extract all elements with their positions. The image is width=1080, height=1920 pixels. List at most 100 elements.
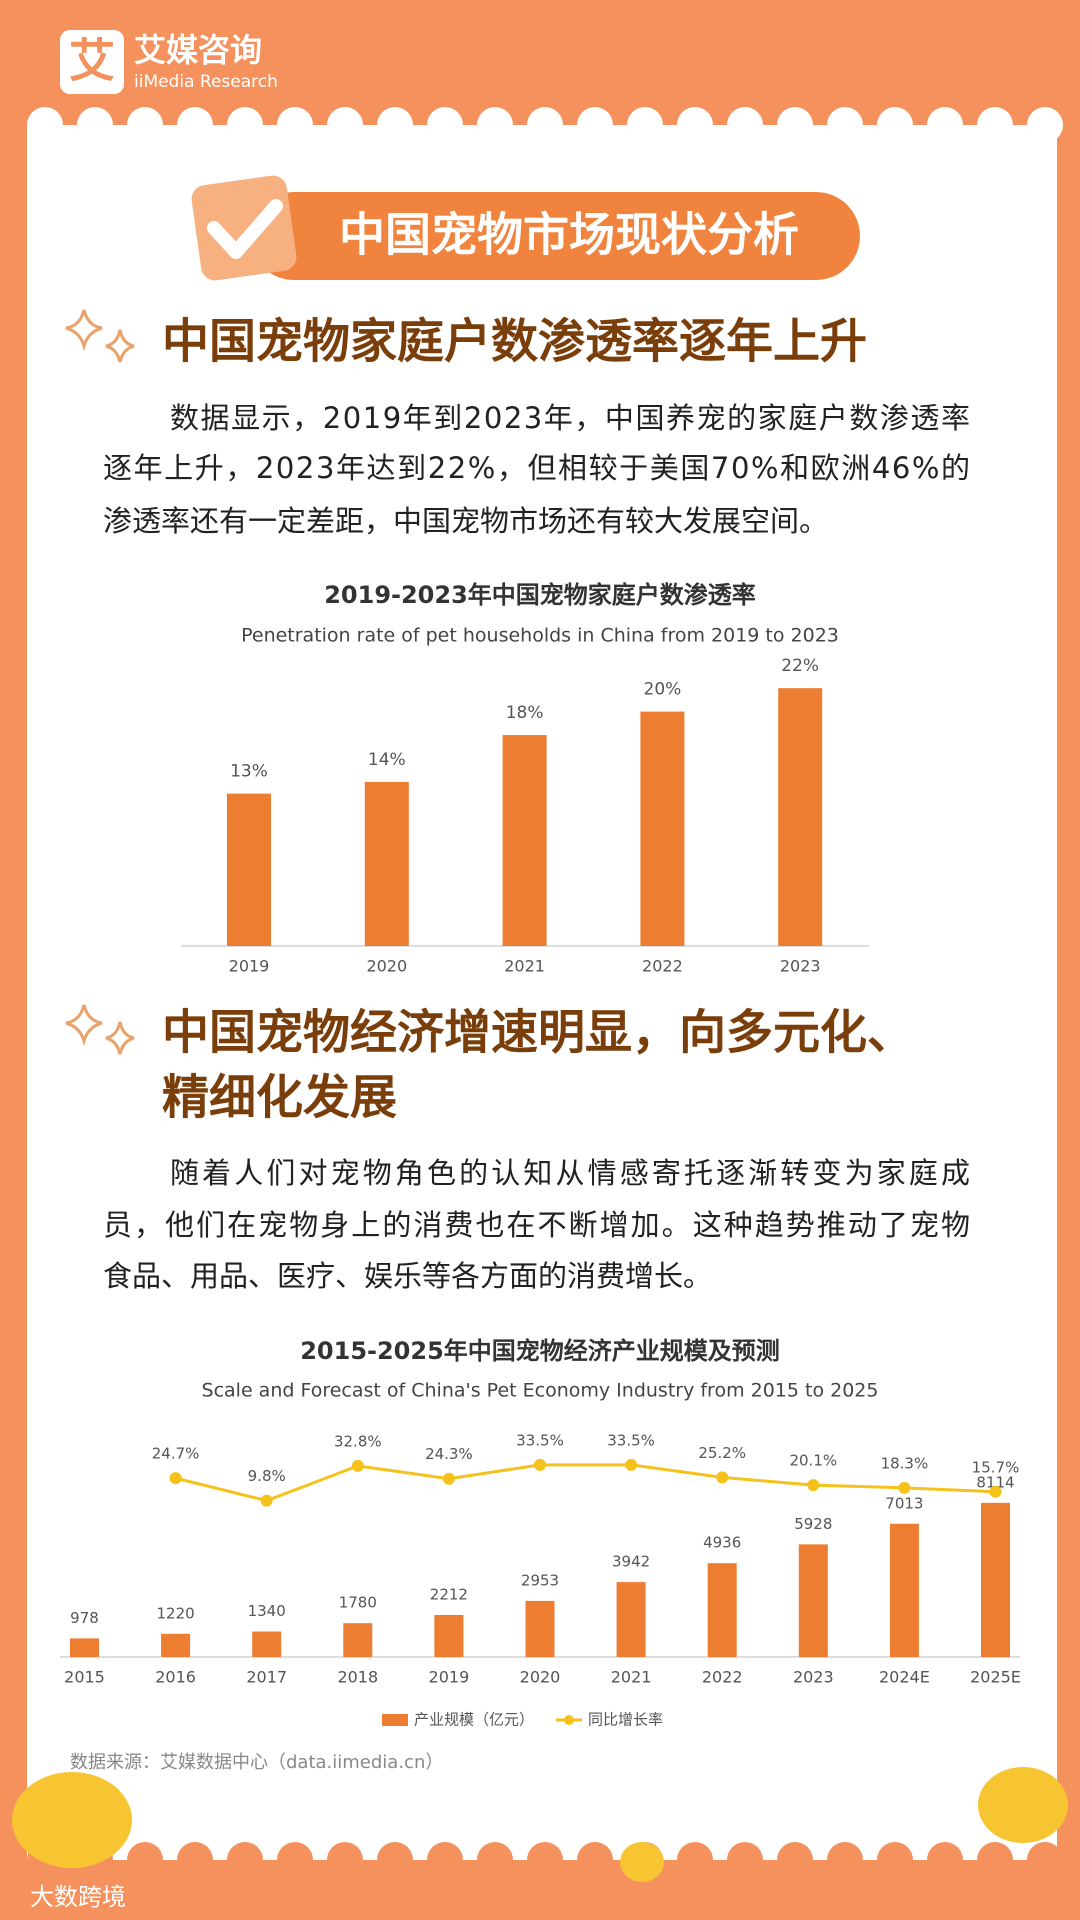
scallop [627,107,663,143]
x-tick-label: 2019 [229,957,270,976]
logo-box [60,30,124,94]
card [27,125,1057,1860]
growth-point [625,1458,638,1471]
value-label: 1780 [339,1594,377,1612]
coin [978,1767,1068,1843]
brand-name: 艾媒咨询 [134,31,262,69]
chart-subtitle: Penetration rate of pet households in Ch… [241,625,839,647]
check-box [191,175,297,281]
bar [434,1614,464,1657]
scallop [377,1842,413,1878]
paragraph-line: 渗透率还有一定差距，中国宠物市场还有较大发展空间。 [103,504,828,538]
paragraph-line: 逐年上升，2023年达到22%，但相较于美国70%和欧洲46%的 [103,451,970,485]
growth-point [169,1472,182,1485]
value-label: 9.8% [248,1467,286,1485]
check-icon [207,199,283,259]
scallop [327,107,363,143]
scallop [727,1842,763,1878]
scallop [127,107,163,143]
scallop [27,107,63,143]
x-tick-label: 2016 [155,1668,196,1687]
value-label: 33.5% [516,1431,564,1449]
scallop [177,1842,213,1878]
scallop [277,1842,313,1878]
bar [981,1502,1010,1657]
logo-mark: 艾 [69,34,115,88]
x-tick-label: 2019 [429,1668,470,1687]
scallop [427,107,463,143]
x-tick-label: 2023 [780,957,821,976]
scallop [977,107,1013,143]
value-label: 2953 [521,1571,559,1589]
scallop [477,1842,513,1878]
chart-title: 2019-2023年中国宠物家庭户数渗透率 [324,581,756,609]
value-label: 32.8% [334,1432,382,1450]
scallop [1027,1842,1063,1878]
x-tick-label: 2017 [246,1668,287,1687]
value-label: 18% [506,703,544,723]
value-label: 5928 [794,1515,832,1533]
scallop [477,107,513,143]
value-label: 15.7% [972,1458,1020,1476]
growth-point [260,1494,273,1507]
scallop [527,1842,563,1878]
scallop [77,107,113,143]
bar [889,1523,919,1657]
brand-sub: iiMedia Research [134,72,278,92]
x-tick-label: 2024E [879,1668,930,1687]
value-label: 24.7% [152,1445,200,1463]
source: 数据来源：艾媒数据中心（data.iimedia.cn） [70,1752,443,1773]
scallop [577,1842,613,1878]
value-label: 13% [230,762,268,782]
bar [364,781,409,946]
value-label: 978 [70,1609,99,1627]
section-heading: 中国宠物经济增速明显，向多元化、 [162,1006,914,1061]
growth-line [175,1463,996,1503]
value-label: 20% [644,680,682,700]
paragraph-line: 随着人们对宠物角色的认知从情感寄托逐渐转变为家庭成 [170,1156,970,1190]
x-tick-label: 2022 [702,1668,743,1687]
scallop [927,107,963,143]
x-tick-label: 2020 [520,1668,561,1687]
value-label: 24.3% [425,1445,473,1463]
sparkle [65,1004,135,1055]
growth-point [807,1479,820,1492]
scallop [677,107,713,143]
paragraph-line: 食品、用品、医疗、娱乐等各方面的消费增长。 [103,1259,712,1293]
value-label: 4936 [703,1534,741,1552]
scallop [577,107,613,143]
bar [343,1623,373,1657]
scallop [977,1842,1013,1878]
scallop [527,107,563,143]
scallop [277,107,313,143]
scallop [1027,107,1063,143]
scallop [727,107,763,143]
bar [70,1638,99,1657]
bar [616,1582,646,1657]
value-label: 18.3% [881,1454,929,1472]
scallop [927,1842,963,1878]
bar [161,1633,191,1657]
bar [707,1563,737,1657]
value-label: 1340 [248,1602,286,1620]
bar [252,1631,282,1657]
scallop [827,107,863,143]
scallop [327,1842,363,1878]
value-label: 25.2% [698,1444,746,1462]
value-label: 7013 [885,1494,923,1512]
value-label: 22% [781,656,819,676]
x-tick-label: 2015 [64,1668,105,1687]
value-label: 14% [368,750,406,770]
section-heading: 精细化发展 [162,1071,397,1126]
bar [640,711,685,946]
scallop [677,1842,713,1878]
scallop [177,107,213,143]
value-label: 2212 [430,1585,468,1603]
paragraph-line: 数据显示，2019年到2023年，中国养宠的家庭户数渗透率 [170,401,970,435]
value-label: 3942 [612,1553,650,1571]
scallop [827,1842,863,1878]
x-tick-label: 2022 [642,957,683,976]
value-label: 8114 [976,1473,1014,1491]
